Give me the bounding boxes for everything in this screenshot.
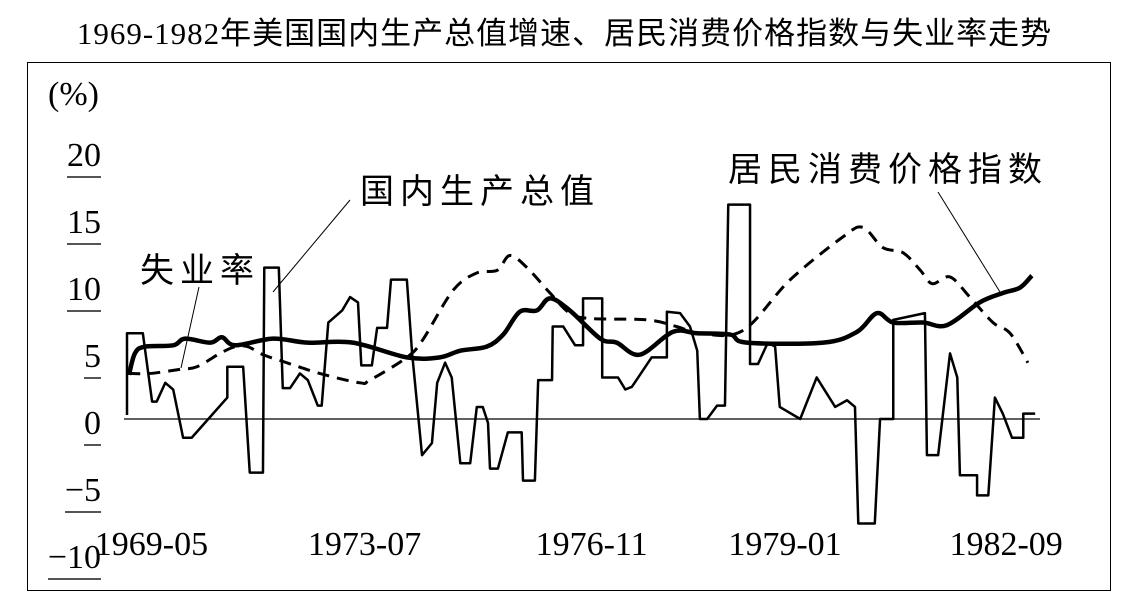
- series-label-gdp: 国内生产总值: [360, 174, 600, 211]
- y-tick-label: 5: [84, 340, 101, 379]
- plot-frame: [27, 62, 1111, 591]
- x-tick-label: 1969-05: [94, 526, 209, 563]
- y-tick-label: 15: [67, 206, 101, 245]
- y-tick-label: 20: [67, 139, 101, 178]
- y-tick-label: 10: [67, 273, 101, 312]
- series-label-unemployment: 失业率: [140, 253, 260, 290]
- y-axis-unit: (%): [48, 76, 99, 113]
- x-tick-label: 1979-01: [728, 526, 842, 563]
- y-tick-label: 0: [84, 407, 101, 446]
- y-tick-label: −10: [47, 541, 101, 580]
- chart-title: 1969-1982年美国国内生产总值增速、居民消费价格指数与失业率走势: [76, 16, 1053, 51]
- pointer-unemployment: [180, 286, 200, 369]
- pointer-cpi: [937, 191, 1001, 293]
- series-label-cpi: 居民消费价格指数: [728, 152, 1048, 189]
- x-tick-label: 1976-11: [535, 526, 648, 563]
- x-tick-label: 1982-09: [949, 526, 1063, 563]
- series-line-cpi: [126, 274, 1034, 376]
- series-line-gdp: [125, 203, 1036, 525]
- y-tick-label: −5: [64, 474, 101, 513]
- x-tick-label: 1973-07: [307, 526, 422, 563]
- pointer-gdp: [272, 199, 351, 293]
- series-line-unemployment: [128, 225, 1030, 386]
